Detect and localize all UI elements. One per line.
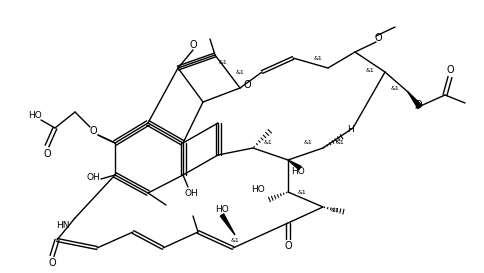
Text: &1: &1 <box>391 85 399 91</box>
Text: &1: &1 <box>236 70 244 76</box>
Text: &1: &1 <box>335 140 345 144</box>
Text: OH: OH <box>86 174 100 182</box>
Text: O: O <box>43 149 51 159</box>
Text: &1: &1 <box>365 67 375 73</box>
Text: &1: &1 <box>219 61 227 66</box>
Text: HN: HN <box>56 221 70 230</box>
Text: O: O <box>284 241 292 251</box>
Text: &1: &1 <box>264 141 272 146</box>
Polygon shape <box>220 214 235 235</box>
Text: O: O <box>89 126 97 136</box>
Text: OH: OH <box>184 188 198 197</box>
Text: &1: &1 <box>331 207 339 212</box>
Text: O: O <box>48 258 56 268</box>
Text: &1: &1 <box>303 141 312 146</box>
Polygon shape <box>408 92 422 109</box>
Text: O: O <box>189 40 197 50</box>
Text: O: O <box>446 65 454 75</box>
Text: &1: &1 <box>314 55 322 61</box>
Text: HO: HO <box>251 185 265 194</box>
Text: HO: HO <box>291 168 305 177</box>
Polygon shape <box>288 160 301 170</box>
Text: O: O <box>414 100 422 110</box>
Text: O: O <box>374 33 382 43</box>
Text: H: H <box>347 126 353 135</box>
Text: HO: HO <box>215 206 229 215</box>
Text: HO: HO <box>28 111 42 120</box>
Text: &1: &1 <box>230 238 240 242</box>
Text: &1: &1 <box>298 189 306 194</box>
Text: O: O <box>243 80 251 90</box>
